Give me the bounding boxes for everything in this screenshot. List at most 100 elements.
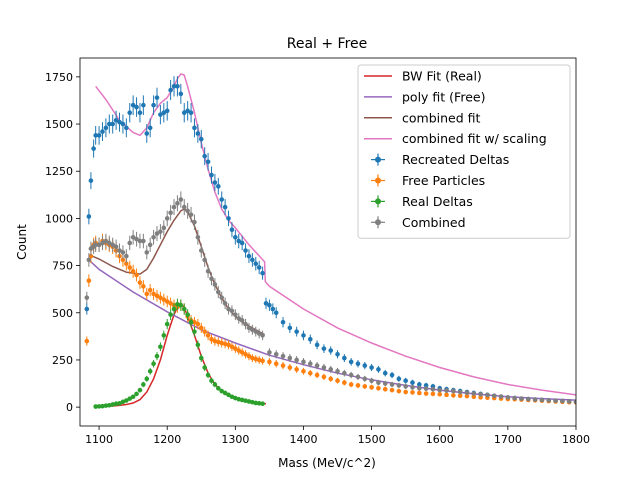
data-point — [430, 391, 436, 397]
data-point — [267, 350, 272, 355]
data-point — [226, 306, 231, 312]
data-point — [246, 253, 252, 259]
data-point — [250, 327, 255, 333]
data-point — [195, 321, 201, 327]
data-point — [127, 110, 133, 116]
data-point — [103, 125, 109, 131]
x-tick-label: 1600 — [426, 433, 454, 446]
data-point — [127, 240, 133, 246]
data-point — [103, 238, 109, 244]
data-point — [376, 385, 381, 391]
data-point — [229, 308, 235, 314]
data-point — [239, 318, 245, 323]
data-point — [192, 319, 197, 325]
data-point — [134, 391, 139, 397]
data-point — [457, 389, 463, 395]
data-point — [253, 329, 259, 334]
data-point — [273, 351, 279, 357]
data-point — [553, 398, 558, 404]
data-point — [280, 363, 286, 368]
data-point — [260, 358, 265, 364]
data-point — [202, 153, 207, 159]
data-point — [355, 361, 361, 367]
data-point — [256, 331, 262, 336]
data-point — [263, 301, 269, 306]
data-point — [141, 284, 146, 289]
data-point — [416, 390, 422, 396]
data-point — [124, 253, 129, 259]
data-point — [471, 394, 477, 400]
y-tick-label: 1750 — [45, 71, 73, 84]
data-point — [348, 382, 354, 387]
data-point — [423, 386, 429, 391]
data-point — [120, 121, 126, 127]
y-axis-label: Count — [15, 224, 29, 260]
plot-area: 1100 1200 1300 1400 1500 1600 1700 1800 0 250 500 7… — [45, 57, 590, 446]
data-point — [471, 391, 477, 396]
fit-line-1 — [88, 259, 576, 401]
legend-label: Free Particles — [402, 173, 485, 188]
data-point — [110, 121, 116, 127]
x-tick-label: 1300 — [221, 433, 249, 446]
data-point — [294, 329, 299, 334]
data-point — [158, 344, 163, 350]
data-point — [212, 180, 218, 185]
data-point — [181, 306, 187, 312]
data-point — [96, 404, 102, 409]
data-point — [512, 395, 517, 401]
data-point — [369, 378, 374, 384]
data-point — [144, 376, 150, 382]
data-point — [134, 236, 139, 242]
data-point — [106, 121, 112, 127]
data-point — [168, 210, 173, 216]
data-point — [175, 201, 180, 206]
y-tick-label: 0 — [66, 401, 73, 414]
data-point — [93, 242, 98, 248]
data-point — [158, 295, 163, 300]
data-point — [267, 359, 272, 365]
data-point — [195, 131, 201, 136]
data-point — [113, 401, 119, 407]
series-3 — [84, 191, 576, 405]
data-point — [141, 382, 146, 387]
data-point — [226, 392, 231, 398]
data-point — [389, 382, 395, 387]
data-point — [216, 184, 221, 189]
data-point — [342, 355, 347, 361]
data-point — [233, 346, 238, 351]
data-point — [161, 333, 167, 338]
data-point — [212, 382, 218, 387]
data-point — [321, 374, 327, 380]
data-point — [188, 110, 194, 116]
data-point — [280, 319, 286, 325]
data-point — [209, 336, 214, 342]
data-point — [154, 353, 160, 359]
data-point — [216, 385, 221, 391]
data-point — [151, 102, 156, 108]
data-point — [464, 390, 470, 396]
data-point — [236, 348, 242, 353]
data-point — [566, 399, 572, 404]
data-point — [243, 248, 248, 253]
data-point — [219, 388, 225, 394]
data-point — [124, 125, 129, 131]
data-point — [539, 397, 545, 403]
data-point — [321, 346, 327, 351]
data-point — [198, 355, 204, 361]
data-point — [137, 280, 143, 285]
data-point — [151, 234, 156, 240]
data-point — [216, 289, 221, 295]
data-point — [396, 376, 402, 382]
x-tick-label: 1400 — [289, 433, 317, 446]
data-point — [147, 125, 153, 131]
data-point — [130, 102, 136, 108]
data-point — [127, 265, 133, 270]
data-point — [178, 302, 184, 308]
data-point — [314, 363, 320, 368]
data-point — [260, 333, 265, 338]
series-1 — [84, 233, 576, 405]
data-point — [307, 361, 313, 367]
data-point — [91, 146, 96, 151]
data-point — [342, 380, 347, 385]
